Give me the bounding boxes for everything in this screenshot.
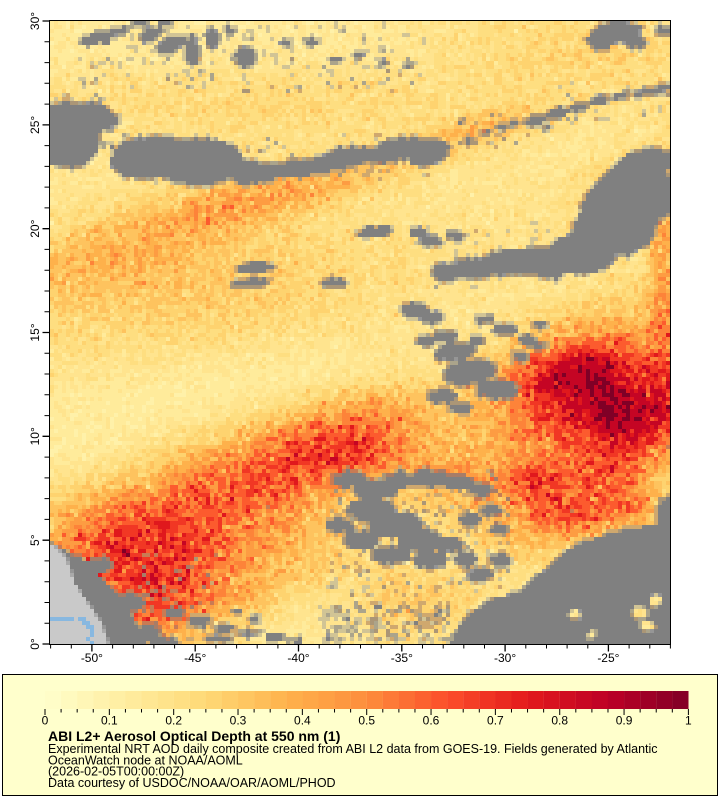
svg-text:(2026-02-05T00:00:00Z): (2026-02-05T00:00:00Z) [48,765,184,779]
svg-text:0.6: 0.6 [423,714,440,728]
svg-text:Data courtesy of USDOC/NOAA/OA: Data courtesy of USDOC/NOAA/OAR/AOML/PHO… [48,776,336,790]
svg-text:-40°: -40° [287,651,309,665]
svg-text:25°: 25° [28,116,42,134]
svg-text:0.9: 0.9 [616,714,633,728]
svg-text:OceanWatch node at NOAA/AOML: OceanWatch node at NOAA/AOML [48,754,243,768]
svg-text:Experimental NRT AOD daily com: Experimental NRT AOD daily composite cre… [48,742,658,756]
svg-text:20°: 20° [28,219,42,237]
svg-text:ABI L2+ Aerosol Optical Depth: ABI L2+ Aerosol Optical Depth at 550 nm … [48,728,340,744]
svg-text:-25°: -25° [597,651,619,665]
svg-text:1: 1 [685,714,692,728]
svg-text:0.7: 0.7 [487,714,504,728]
svg-text:0°: 0° [28,638,42,650]
svg-text:15°: 15° [28,323,42,341]
svg-text:-30°: -30° [494,651,516,665]
svg-text:0.8: 0.8 [551,714,568,728]
svg-text:0.5: 0.5 [358,714,375,728]
svg-text:5°: 5° [28,534,42,546]
svg-text:-35°: -35° [391,651,413,665]
svg-text:0.3: 0.3 [230,714,247,728]
svg-text:10°: 10° [28,427,42,445]
svg-text:30°: 30° [28,12,42,30]
svg-text:-50°: -50° [81,651,103,665]
svg-text:0.1: 0.1 [101,714,118,728]
svg-text:0: 0 [42,714,49,728]
svg-text:-45°: -45° [184,651,206,665]
svg-text:0.4: 0.4 [294,714,311,728]
svg-text:0.2: 0.2 [165,714,182,728]
